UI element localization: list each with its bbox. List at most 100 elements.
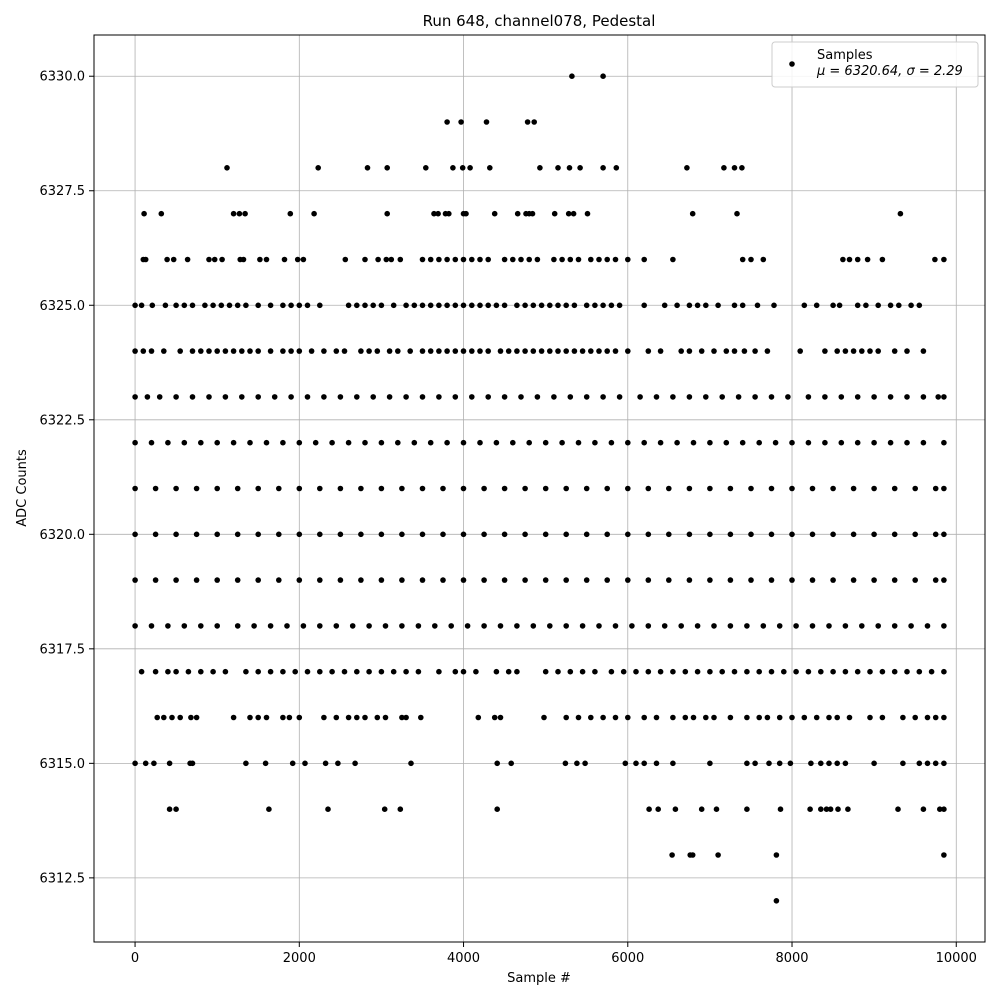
data-point	[547, 623, 553, 629]
data-point	[152, 485, 159, 492]
data-point	[834, 714, 840, 721]
data-point	[583, 302, 590, 309]
data-point	[292, 668, 299, 675]
legend: Samples μ = 6320.64, σ = 2.29	[771, 41, 979, 88]
data-point	[358, 577, 364, 583]
data-point	[304, 302, 311, 309]
data-point	[514, 348, 520, 354]
data-point	[941, 394, 947, 400]
data-point	[440, 577, 446, 583]
data-point	[776, 714, 783, 721]
data-point	[727, 577, 734, 583]
data-point	[645, 577, 652, 583]
data-point	[657, 348, 664, 354]
data-point	[362, 439, 368, 446]
data-point	[255, 531, 261, 538]
data-point	[575, 439, 582, 446]
data-point	[166, 760, 173, 767]
data-point	[497, 714, 504, 721]
data-point	[403, 714, 409, 721]
data-point	[756, 714, 762, 721]
data-point	[206, 256, 212, 263]
data-point	[493, 302, 500, 309]
data-point	[315, 165, 322, 171]
data-point	[140, 348, 147, 354]
data-point	[723, 439, 730, 446]
data-point	[296, 714, 303, 721]
data-point	[904, 668, 910, 675]
data-point	[904, 394, 910, 400]
data-point	[132, 439, 138, 446]
data-point	[666, 577, 672, 583]
data-point	[891, 577, 898, 583]
data-point	[674, 439, 680, 446]
data-point	[280, 714, 286, 721]
data-point	[682, 714, 689, 721]
data-point	[592, 439, 598, 446]
data-point	[633, 760, 639, 767]
data-point	[411, 439, 418, 446]
data-point	[542, 668, 549, 675]
data-point	[941, 852, 947, 858]
data-point	[789, 485, 795, 492]
data-point	[440, 485, 446, 492]
data-point	[255, 668, 261, 675]
data-point	[574, 760, 580, 767]
data-point	[399, 531, 405, 538]
data-point	[686, 302, 693, 309]
data-point	[653, 394, 660, 400]
data-point	[358, 531, 364, 538]
data-point	[641, 439, 647, 446]
data-point	[542, 531, 549, 538]
x-tick-label: 4000	[447, 951, 480, 966]
data-point	[771, 302, 777, 309]
data-point	[822, 394, 828, 400]
data-point	[384, 210, 391, 217]
data-point	[219, 256, 225, 263]
data-point	[686, 577, 693, 583]
data-point	[785, 394, 791, 400]
data-point	[850, 485, 857, 492]
data-point	[941, 439, 947, 446]
data-point	[694, 623, 701, 629]
data-point	[551, 394, 557, 400]
y-tick-label: 6320.0	[40, 528, 86, 543]
data-point	[317, 485, 323, 492]
data-point	[694, 302, 701, 309]
data-point	[538, 348, 545, 354]
data-point	[542, 439, 549, 446]
data-point	[707, 668, 713, 675]
data-point	[612, 623, 619, 629]
data-point	[390, 302, 397, 309]
data-point	[666, 531, 672, 538]
data-point	[534, 394, 541, 400]
data-point	[267, 348, 274, 354]
data-point	[739, 302, 746, 309]
data-point	[294, 256, 301, 263]
data-point	[719, 394, 725, 400]
data-point	[236, 210, 243, 217]
data-point	[551, 210, 558, 217]
data-point	[383, 256, 390, 263]
data-point	[477, 348, 483, 354]
data-point	[809, 531, 816, 538]
data-point	[198, 439, 204, 446]
data-point	[809, 623, 816, 629]
data-point	[932, 577, 939, 583]
data-point	[565, 210, 572, 217]
data-point	[214, 623, 220, 629]
data-point	[419, 302, 426, 309]
data-point	[501, 394, 508, 400]
data-point	[715, 302, 721, 309]
data-point	[531, 119, 537, 125]
data-point	[827, 806, 834, 812]
data-point	[604, 531, 610, 538]
data-point	[485, 348, 492, 354]
data-point	[132, 760, 138, 767]
data-point	[530, 302, 537, 309]
data-point	[388, 256, 395, 263]
data-point	[501, 577, 508, 583]
data-point	[312, 439, 319, 446]
data-point	[399, 714, 405, 721]
